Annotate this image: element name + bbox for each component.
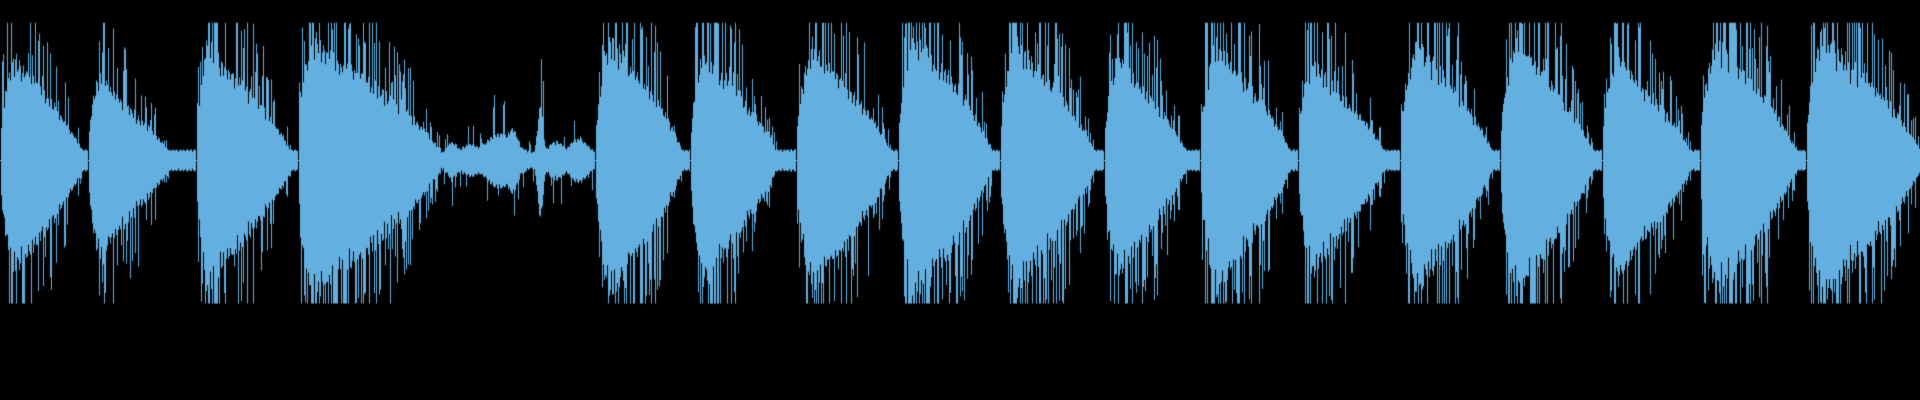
waveform-canvas[interactable] bbox=[0, 0, 1920, 400]
waveform-viewer[interactable]: Audio Waveform bbox=[0, 0, 1920, 400]
